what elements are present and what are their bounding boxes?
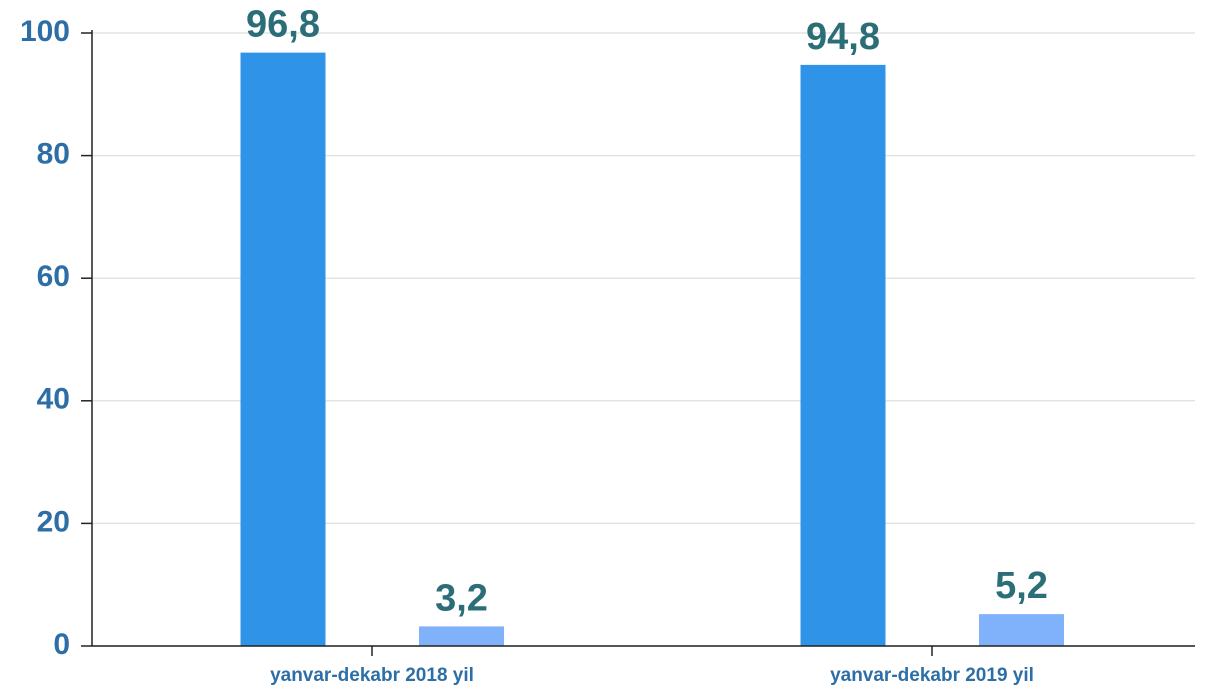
y-tick-label: 60 bbox=[37, 260, 70, 293]
data-label: 94,8 bbox=[806, 16, 880, 58]
x-tick-label: yanvar-dekabr 2019 yil bbox=[830, 665, 1034, 686]
bar bbox=[240, 52, 326, 646]
y-tick-label: 20 bbox=[37, 505, 70, 538]
data-label: 3,2 bbox=[435, 577, 488, 619]
x-tick-label: yanvar-dekabr 2018 yil bbox=[270, 665, 474, 686]
bar bbox=[800, 64, 886, 647]
y-tick-label: 0 bbox=[53, 628, 70, 661]
y-tick-label: 80 bbox=[37, 138, 70, 171]
y-tick-label: 40 bbox=[37, 383, 70, 416]
bar bbox=[419, 626, 504, 646]
data-label: 5,2 bbox=[995, 565, 1048, 607]
data-label: 96,8 bbox=[246, 4, 320, 46]
y-tick-label: 100 bbox=[20, 15, 70, 48]
bar bbox=[979, 614, 1064, 646]
